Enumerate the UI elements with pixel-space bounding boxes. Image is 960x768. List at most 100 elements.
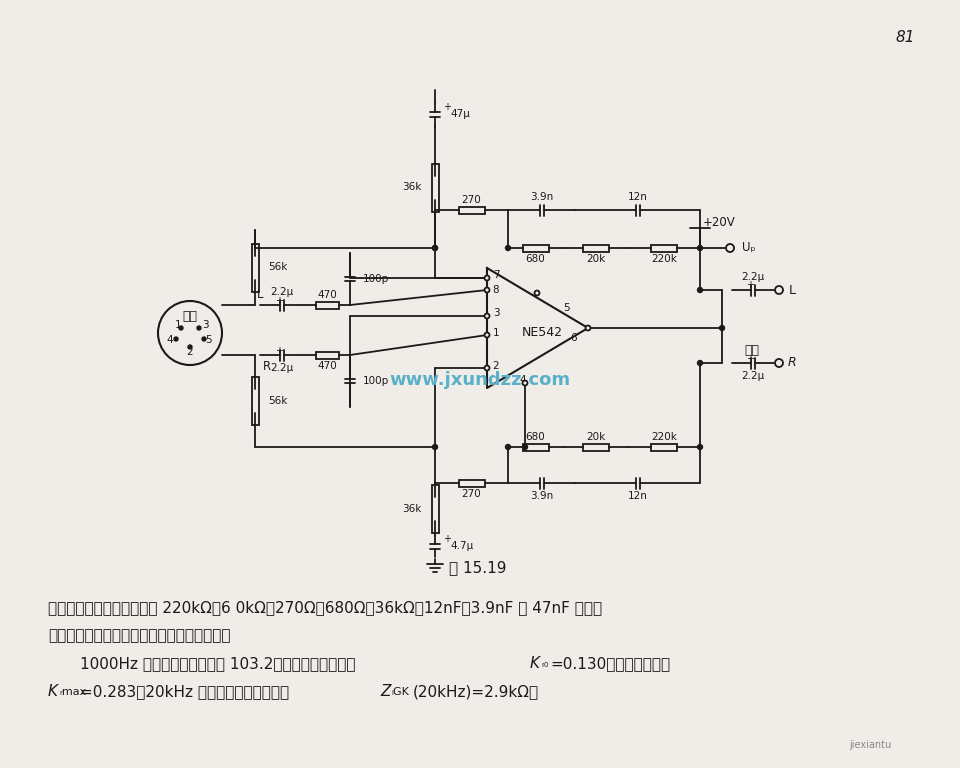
Text: 6: 6 bbox=[570, 333, 577, 343]
Circle shape bbox=[433, 445, 438, 449]
Text: 270: 270 bbox=[462, 489, 481, 499]
Circle shape bbox=[726, 244, 734, 252]
Bar bbox=[583, 244, 609, 251]
Text: 36k: 36k bbox=[402, 183, 422, 193]
Text: 470: 470 bbox=[317, 361, 337, 371]
Circle shape bbox=[174, 337, 178, 341]
Text: 20k: 20k bbox=[586, 254, 605, 264]
Text: NE542: NE542 bbox=[522, 326, 563, 339]
Text: Z: Z bbox=[380, 684, 391, 700]
Text: 4.7μ: 4.7μ bbox=[450, 541, 473, 551]
Text: 2.2μ: 2.2μ bbox=[741, 272, 764, 282]
Circle shape bbox=[698, 360, 703, 366]
Text: 12n: 12n bbox=[628, 192, 647, 202]
Text: L: L bbox=[256, 287, 263, 300]
Circle shape bbox=[535, 290, 540, 296]
Text: L: L bbox=[788, 283, 796, 296]
Bar bbox=[431, 485, 439, 533]
Text: R: R bbox=[263, 359, 271, 372]
Text: 3: 3 bbox=[492, 308, 499, 318]
Circle shape bbox=[433, 246, 438, 250]
Circle shape bbox=[202, 337, 206, 341]
Text: 源补偿电路组成。在图中由 220kΩ、6 0kΩ、270Ω、680Ω〶36kΩ、12nF、3.9nF 和 47nF 构成的: 源补偿电路组成。在图中由 220kΩ、6 0kΩ、270Ω、680Ω〶36kΩ、… bbox=[48, 601, 602, 615]
Bar bbox=[252, 243, 258, 292]
Bar bbox=[316, 352, 339, 359]
Circle shape bbox=[506, 246, 511, 250]
Text: +: + bbox=[443, 102, 451, 112]
Text: 100p: 100p bbox=[363, 376, 389, 386]
Text: 2: 2 bbox=[186, 347, 193, 357]
Text: 图 15.19: 图 15.19 bbox=[449, 561, 507, 575]
Text: 36k: 36k bbox=[402, 504, 422, 514]
Text: +: + bbox=[746, 280, 754, 290]
Text: 47μ: 47μ bbox=[450, 109, 469, 119]
Text: +20V: +20V bbox=[703, 216, 735, 229]
Circle shape bbox=[522, 445, 527, 449]
Text: 1: 1 bbox=[175, 320, 181, 330]
Text: 2: 2 bbox=[492, 361, 499, 371]
Bar bbox=[583, 443, 609, 451]
Text: 2.2μ: 2.2μ bbox=[271, 287, 294, 297]
Circle shape bbox=[158, 301, 222, 365]
Text: 5: 5 bbox=[563, 303, 569, 313]
Text: 270: 270 bbox=[462, 195, 481, 205]
Text: 12n: 12n bbox=[628, 491, 647, 501]
Bar bbox=[459, 207, 485, 214]
Text: 680: 680 bbox=[526, 254, 545, 264]
Text: +: + bbox=[275, 346, 283, 356]
Text: 470: 470 bbox=[317, 290, 337, 300]
Text: 3.9n: 3.9n bbox=[530, 192, 553, 202]
Text: 7: 7 bbox=[492, 270, 499, 280]
Text: Uₚ: Uₚ bbox=[742, 240, 756, 253]
Text: 680: 680 bbox=[526, 432, 545, 442]
Text: K: K bbox=[530, 657, 540, 671]
Circle shape bbox=[775, 286, 783, 294]
Text: 1000Hz 时的闭环放大系数为 103.2，直流电压反馈系数: 1000Hz 时的闭环放大系数为 103.2，直流电压反馈系数 bbox=[80, 657, 360, 671]
Text: 56k: 56k bbox=[268, 263, 287, 273]
Text: 8: 8 bbox=[492, 285, 499, 295]
Circle shape bbox=[698, 445, 703, 449]
Text: +: + bbox=[443, 535, 451, 545]
Text: 220k: 220k bbox=[651, 432, 677, 442]
Text: R: R bbox=[788, 356, 796, 369]
Text: 3: 3 bbox=[202, 320, 208, 330]
Text: 输入: 输入 bbox=[182, 310, 198, 323]
Text: www.jxundzz.com: www.jxundzz.com bbox=[390, 371, 570, 389]
Circle shape bbox=[485, 366, 490, 370]
Circle shape bbox=[485, 313, 490, 319]
Text: 20k: 20k bbox=[586, 432, 605, 442]
Text: 2.2μ: 2.2μ bbox=[741, 371, 764, 381]
Text: 4: 4 bbox=[519, 375, 526, 385]
Text: 3.9n: 3.9n bbox=[530, 491, 553, 501]
Text: 220k: 220k bbox=[651, 254, 677, 264]
Bar bbox=[316, 302, 339, 309]
Text: 运算放大器反馈网络的情况下，电路数据为：: 运算放大器反馈网络的情况下，电路数据为： bbox=[48, 628, 230, 644]
Text: 56k: 56k bbox=[268, 396, 287, 406]
Text: 输出: 输出 bbox=[745, 343, 759, 356]
Text: 4: 4 bbox=[167, 335, 174, 345]
Text: K: K bbox=[48, 684, 58, 700]
Circle shape bbox=[485, 276, 490, 280]
Bar bbox=[431, 164, 439, 211]
Bar bbox=[252, 377, 258, 425]
Text: +: + bbox=[746, 353, 754, 363]
Circle shape bbox=[197, 326, 201, 330]
Bar bbox=[459, 479, 485, 486]
Circle shape bbox=[719, 326, 725, 330]
Text: =0.283，20kHz 时反馈环节的输入阻抗: =0.283，20kHz 时反馈环节的输入阻抗 bbox=[80, 684, 294, 700]
Circle shape bbox=[698, 246, 703, 250]
Circle shape bbox=[433, 246, 438, 250]
Text: 2.2μ: 2.2μ bbox=[271, 363, 294, 373]
Bar bbox=[522, 244, 548, 251]
Circle shape bbox=[485, 287, 490, 293]
Text: 81: 81 bbox=[896, 31, 915, 45]
Text: ᵢGK: ᵢGK bbox=[391, 687, 409, 697]
Bar bbox=[651, 443, 677, 451]
Circle shape bbox=[522, 380, 527, 386]
Text: 100p: 100p bbox=[363, 274, 389, 284]
Circle shape bbox=[188, 345, 192, 349]
Circle shape bbox=[775, 359, 783, 367]
Text: ᵣ₀: ᵣ₀ bbox=[541, 659, 548, 669]
Bar bbox=[522, 443, 548, 451]
Text: (20kHz)=2.9kΩ。: (20kHz)=2.9kΩ。 bbox=[413, 684, 540, 700]
